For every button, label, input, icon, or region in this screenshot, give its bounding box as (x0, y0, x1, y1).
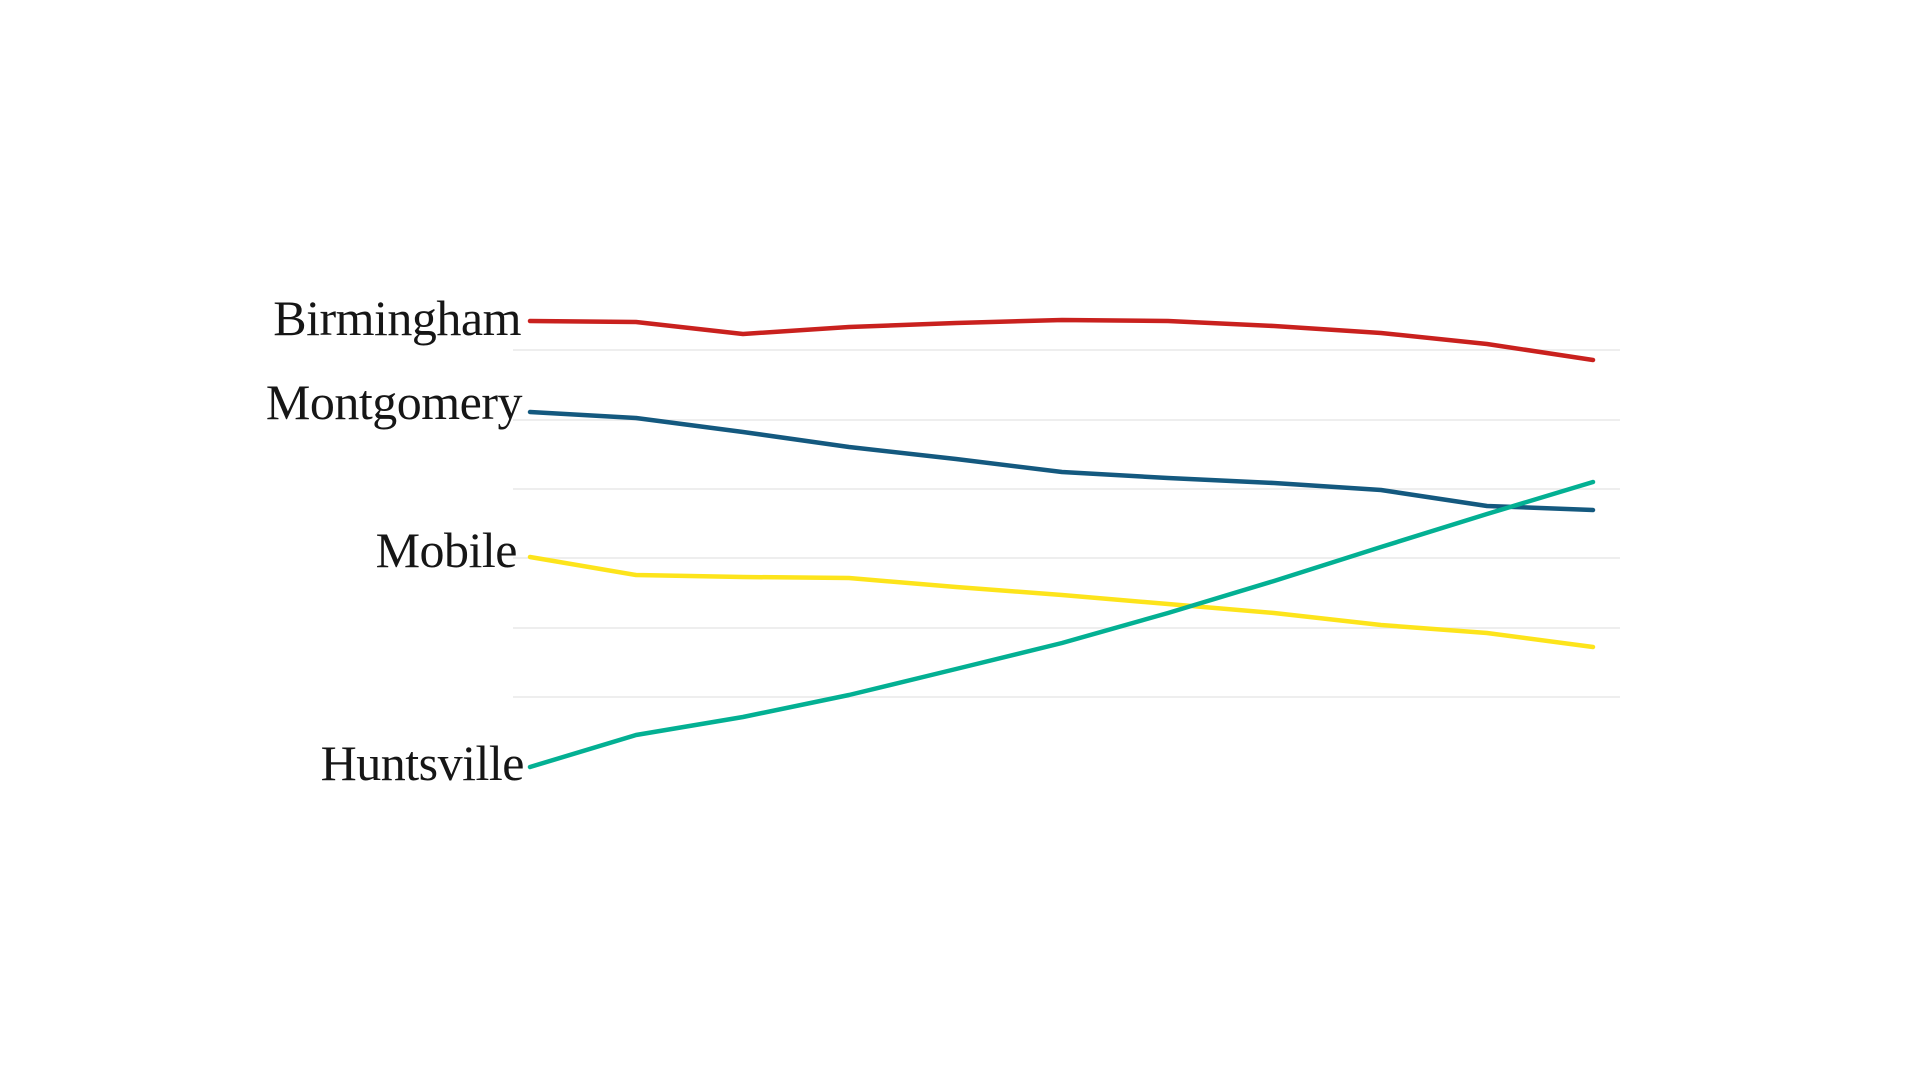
series-lines (527, 317, 1596, 770)
series-label-mobile: Mobile (375, 522, 518, 578)
series-label-montgomery: Montgomery (265, 374, 523, 430)
series-line-montgomery (527, 409, 1596, 513)
series-label-birmingham: Birmingham (273, 290, 521, 346)
series-line-birmingham (527, 317, 1596, 363)
series-line-mobile (527, 554, 1596, 650)
series-label-huntsville: Huntsville (320, 735, 525, 791)
gridlines (513, 349, 1620, 698)
series-line-huntsville (527, 479, 1596, 770)
